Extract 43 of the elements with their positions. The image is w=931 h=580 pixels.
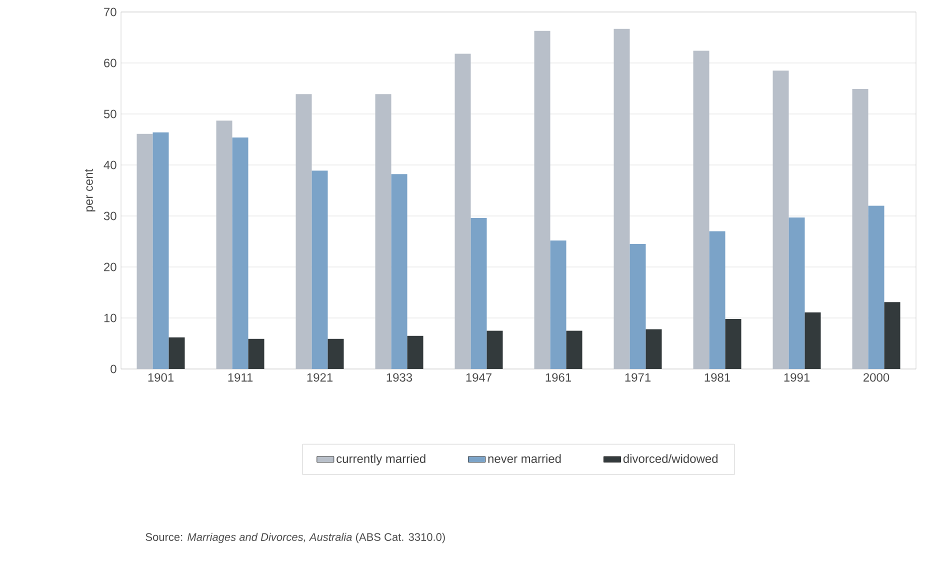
legend-label: divorced/widowed [623,454,718,463]
bar [709,231,726,369]
bar [328,338,344,369]
y-tick-label: 0 [110,364,116,374]
x-tick-label: 1911 [228,373,253,382]
bar [550,240,566,369]
bar [168,337,185,369]
x-tick-label: 1921 [307,373,333,382]
bar [725,319,742,369]
bar [630,244,646,369]
bar [804,312,821,369]
x-tick-label: 1961 [546,373,572,382]
x-tick-label: 1933 [386,373,412,382]
source-note: Source: Marriages and Divorces, Australia (ABS Cat. 3310.0) [146,532,445,544]
bar [566,330,582,369]
bar [391,174,408,369]
bar [868,206,884,369]
x-tick-label: 1947 [466,373,492,382]
bar [486,330,503,369]
y-tick-label: 60 [104,58,116,68]
x-tick-label: 2000 [864,373,890,382]
y-tick-label: 70 [104,8,116,16]
bar [312,170,328,369]
bar [788,218,805,369]
x-tick-label: 1971 [625,373,651,382]
bar [232,137,248,369]
y-tick-label: 40 [104,160,116,170]
legend-label: currently married [336,454,426,466]
bar [248,338,264,369]
y-tick-label: 30 [104,212,116,220]
y-tick-label: 50 [104,110,116,118]
bar [152,132,169,369]
x-tick-label: 1991 [784,373,810,382]
x-tick-label: 1901 [148,373,174,382]
bar [470,218,487,369]
y-tick-label: 10 [104,314,116,322]
y-axis-title: per cent [85,168,96,212]
x-tick-label: 1981 [704,373,730,382]
bar [884,302,900,369]
bar [646,329,662,369]
bar [407,336,424,369]
y-tick-label: 20 [104,262,116,272]
legend-label: never married [488,454,561,463]
